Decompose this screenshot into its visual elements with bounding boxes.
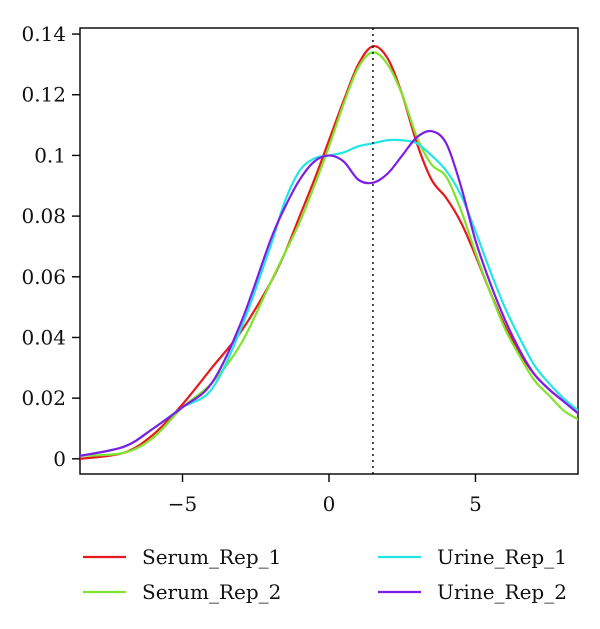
legend-label: Urine_Rep_1 [437, 545, 567, 569]
y-tick-label: 0.06 [21, 265, 66, 289]
series-line-urine-rep-2 [80, 129, 578, 457]
y-tick-label: 0 [53, 447, 66, 471]
x-tick-label: −5 [168, 492, 197, 516]
series-line-serum-rep-2 [80, 51, 578, 457]
series-line-serum-rep-1 [80, 45, 578, 460]
legend-item: Urine_Rep_2 [378, 580, 567, 604]
legend-item: Serum_Rep_1 [83, 545, 281, 569]
x-tick-label: 0 [323, 492, 336, 516]
legend-item: Urine_Rep_1 [378, 545, 567, 569]
plot-frame [79, 27, 579, 475]
y-tick-label: 0.1 [34, 143, 66, 167]
y-axis: 0 0.02 0.04 0.06 0.08 0.1 0.12 0.14 [21, 22, 80, 471]
y-tick-label: 0.02 [21, 386, 66, 410]
legend-item: Serum_Rep_2 [83, 580, 281, 604]
y-tick-label: 0.04 [21, 325, 66, 349]
legend-label: Urine_Rep_2 [437, 580, 567, 604]
x-tick-label: 5 [469, 492, 482, 516]
y-tick-label: 0.12 [21, 83, 66, 107]
x-axis: −5 0 5 [168, 474, 482, 516]
legend-label: Serum_Rep_1 [142, 545, 281, 569]
series-line-urine-rep-1 [80, 138, 578, 457]
series-layer [80, 45, 578, 460]
legend: Serum_Rep_1 Serum_Rep_2 Urine_Rep_1 Urine_R… [83, 545, 567, 604]
legend-label: Serum_Rep_2 [142, 580, 281, 604]
y-tick-label: 0.14 [21, 22, 66, 46]
y-tick-label: 0.08 [21, 204, 66, 228]
